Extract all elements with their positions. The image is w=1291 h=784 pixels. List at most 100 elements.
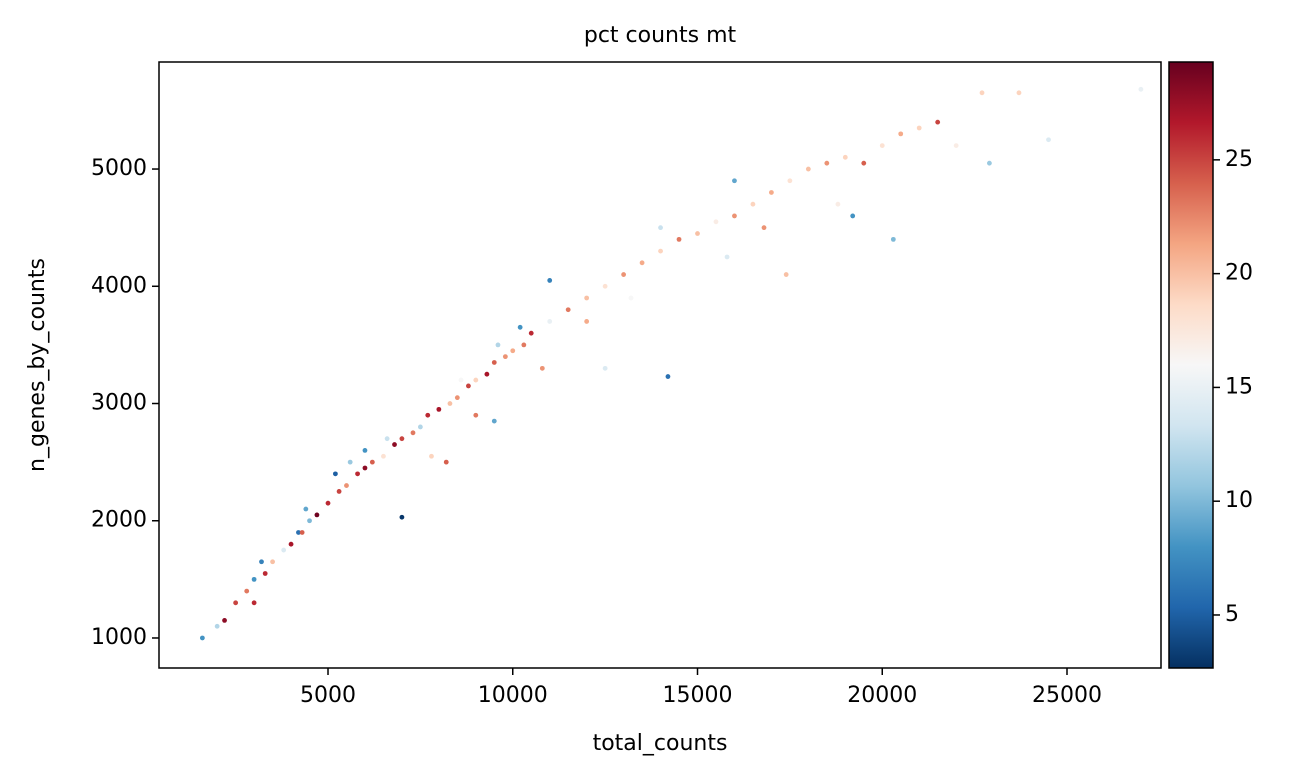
point [332, 471, 338, 477]
point [392, 442, 397, 447]
point [805, 166, 811, 172]
point [547, 319, 553, 324]
colorbar [1168, 61, 1214, 669]
point [850, 213, 856, 219]
point [898, 131, 904, 137]
point [602, 365, 608, 371]
point [658, 225, 663, 231]
point [495, 342, 501, 348]
point [355, 471, 360, 477]
point [890, 236, 896, 242]
colorbar-tick-label: 5 [1225, 602, 1239, 627]
point [761, 225, 767, 231]
point [502, 354, 508, 360]
point [473, 412, 479, 418]
point [979, 90, 985, 96]
point [676, 236, 682, 242]
point [314, 512, 320, 518]
point [443, 459, 449, 465]
point [565, 307, 571, 313]
point [842, 154, 848, 160]
point [750, 201, 756, 207]
point [724, 254, 730, 260]
point [1046, 137, 1051, 143]
chart-title: pct counts mt [584, 23, 737, 48]
point [399, 514, 405, 520]
x-tick-label: 15000 [663, 683, 733, 708]
y-tick-label: 1000 [91, 625, 147, 650]
y-tick-label: 4000 [91, 273, 147, 298]
point [861, 160, 867, 166]
y-tick-label: 3000 [91, 391, 147, 416]
point [417, 424, 423, 430]
point [436, 406, 442, 412]
point [299, 530, 305, 535]
point [336, 489, 342, 494]
x-tick-label: 25000 [1032, 683, 1102, 708]
point [1016, 90, 1022, 96]
point [783, 272, 789, 277]
point [454, 395, 460, 401]
point [447, 401, 453, 406]
point [510, 348, 516, 354]
point [233, 600, 239, 606]
point [384, 436, 390, 442]
point [769, 190, 774, 195]
point [787, 178, 793, 184]
point [362, 448, 368, 453]
point [547, 278, 553, 283]
x-tick-label: 20000 [847, 683, 917, 708]
colorbar-tick-label: 15 [1225, 374, 1253, 399]
colorbar-tick-label: 10 [1225, 488, 1253, 513]
point [369, 459, 375, 465]
point [879, 143, 885, 148]
point [987, 160, 992, 166]
point [628, 295, 634, 301]
y-tick-label: 5000 [91, 156, 147, 181]
point [658, 248, 663, 254]
point [602, 283, 608, 289]
plot-frame [158, 61, 1162, 669]
colorbar-tick-label: 25 [1225, 147, 1253, 172]
point [584, 319, 590, 324]
point [399, 436, 405, 442]
point [344, 483, 349, 488]
point [270, 559, 275, 565]
point [473, 377, 479, 383]
point [665, 374, 671, 379]
point [695, 231, 700, 236]
point [429, 453, 434, 459]
point [199, 635, 205, 641]
point [259, 559, 264, 565]
point [214, 623, 220, 629]
point [425, 412, 431, 418]
x-tick-label: 10000 [478, 683, 548, 708]
y-tick-label: 2000 [91, 508, 147, 533]
point [713, 219, 719, 225]
point [288, 541, 294, 547]
point [935, 119, 941, 125]
point [281, 547, 287, 553]
y-axis-label: n_genes_by_counts [25, 258, 50, 472]
point [244, 588, 250, 594]
point [517, 324, 523, 330]
point [458, 377, 464, 383]
point [953, 143, 959, 148]
x-axis-label: total_counts [593, 731, 728, 756]
point [732, 213, 737, 219]
point [466, 383, 471, 389]
point [916, 125, 922, 131]
point [491, 418, 497, 424]
point [528, 330, 534, 336]
point [639, 260, 645, 266]
point [584, 295, 590, 301]
point [347, 459, 353, 465]
point [491, 360, 497, 365]
point [835, 201, 841, 207]
point [303, 506, 309, 512]
point [484, 371, 490, 377]
point [251, 576, 257, 582]
point [410, 430, 416, 436]
point [296, 530, 301, 535]
